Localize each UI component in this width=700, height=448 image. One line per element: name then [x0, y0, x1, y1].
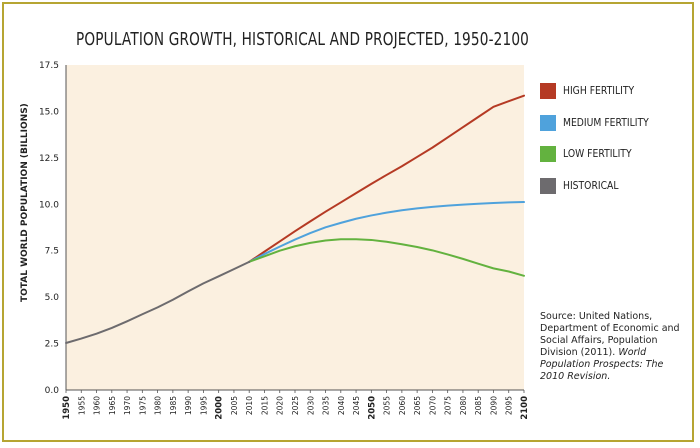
x-tick-label: 1990	[184, 396, 193, 415]
x-tick-label: 1980	[154, 396, 163, 415]
legend-item-historical: HISTORICAL	[540, 178, 626, 194]
x-tick-label: 2075	[444, 396, 453, 415]
y-tick-label: 17.5	[39, 61, 59, 71]
legend-label-medium: MEDIUM FERTILITY	[563, 117, 649, 129]
plot-background	[66, 65, 524, 390]
x-tick-label: 2100	[520, 396, 530, 420]
legend-swatch-historical	[540, 178, 556, 194]
x-tick-label: 2080	[459, 396, 468, 415]
x-tick-label: 2065	[413, 396, 422, 415]
series-line-historical	[65, 260, 251, 345]
x-tick-label: 2030	[306, 396, 315, 415]
x-tick-label: 1955	[77, 396, 86, 415]
x-tick-label: 1975	[138, 396, 147, 415]
x-tick-label: 2060	[398, 396, 407, 415]
x-tick-label: 2005	[230, 396, 239, 415]
legend-swatch-high	[540, 83, 556, 99]
y-tick-label: 12.5	[39, 154, 59, 164]
y-tick-label: 15.0	[39, 107, 59, 117]
legend-label-low: LOW FERTILITY	[563, 148, 632, 160]
x-tick-label: 1950	[62, 396, 72, 420]
y-tick-label: 0.0	[45, 386, 60, 396]
chart-title: POPULATION GROWTH, HISTORICAL AND PROJEC…	[76, 30, 530, 50]
series-line-low-fertility	[248, 238, 525, 277]
x-tick-label: 1960	[93, 396, 102, 415]
y-tick-labels: 0.0 2.5 5.0 7.5 10.0 12.5 15.0 17.5	[39, 61, 59, 396]
source-text: Source: United Nations, Department of Ec…	[540, 311, 680, 358]
y-tick-label: 10.0	[39, 200, 59, 210]
x-tick-label: 2090	[489, 396, 498, 415]
legend-swatch-medium	[540, 115, 556, 131]
series-line-high-fertility	[248, 94, 525, 263]
x-tick-label: 2050	[367, 396, 377, 420]
x-tick-label: 2040	[337, 396, 346, 415]
x-tick-label: 2045	[352, 396, 361, 415]
legend-item-medium: MEDIUM FERTILITY	[540, 115, 660, 131]
legend-item-low: LOW FERTILITY	[540, 146, 641, 162]
x-tick-label: 2055	[383, 396, 392, 415]
x-tick-label: 1995	[199, 396, 208, 415]
legend-item-high: HIGH FERTILITY	[540, 83, 644, 99]
x-tick-label: 2020	[276, 396, 285, 415]
legend-label-historical: HISTORICAL	[563, 180, 619, 192]
x-tick-label: 1970	[123, 396, 132, 415]
x-tick-label: 2070	[428, 396, 437, 415]
series-lines	[65, 94, 525, 345]
x-tick-labels: 1950 1955 1960 1965 1970 1975 1980 1985 1990 1995…	[62, 390, 530, 420]
y-tick-label: 7.5	[45, 247, 59, 257]
x-tick-label: 2085	[474, 396, 483, 415]
x-tick-label: 1965	[108, 396, 117, 415]
source-italic: World Population Prospects: The 2010 Rev…	[540, 347, 664, 382]
x-tick-label: 2095	[505, 396, 514, 415]
x-tick-label: 2015	[260, 396, 269, 415]
x-tick-label: 1985	[169, 396, 178, 415]
x-tick-label: 2010	[245, 396, 254, 415]
legend-label-high: HIGH FERTILITY	[563, 85, 635, 97]
x-tick-label: 2025	[291, 396, 300, 415]
y-tick-label: 5.0	[45, 293, 60, 303]
series-line-medium-fertility	[248, 201, 525, 263]
x-tick-label: 2035	[322, 396, 331, 415]
source-note: Source: United Nations, Department of Ec…	[540, 311, 690, 383]
x-tick-label: 2000	[215, 396, 225, 420]
legend-swatch-low	[540, 146, 556, 162]
y-tick-label: 2.5	[45, 340, 59, 350]
